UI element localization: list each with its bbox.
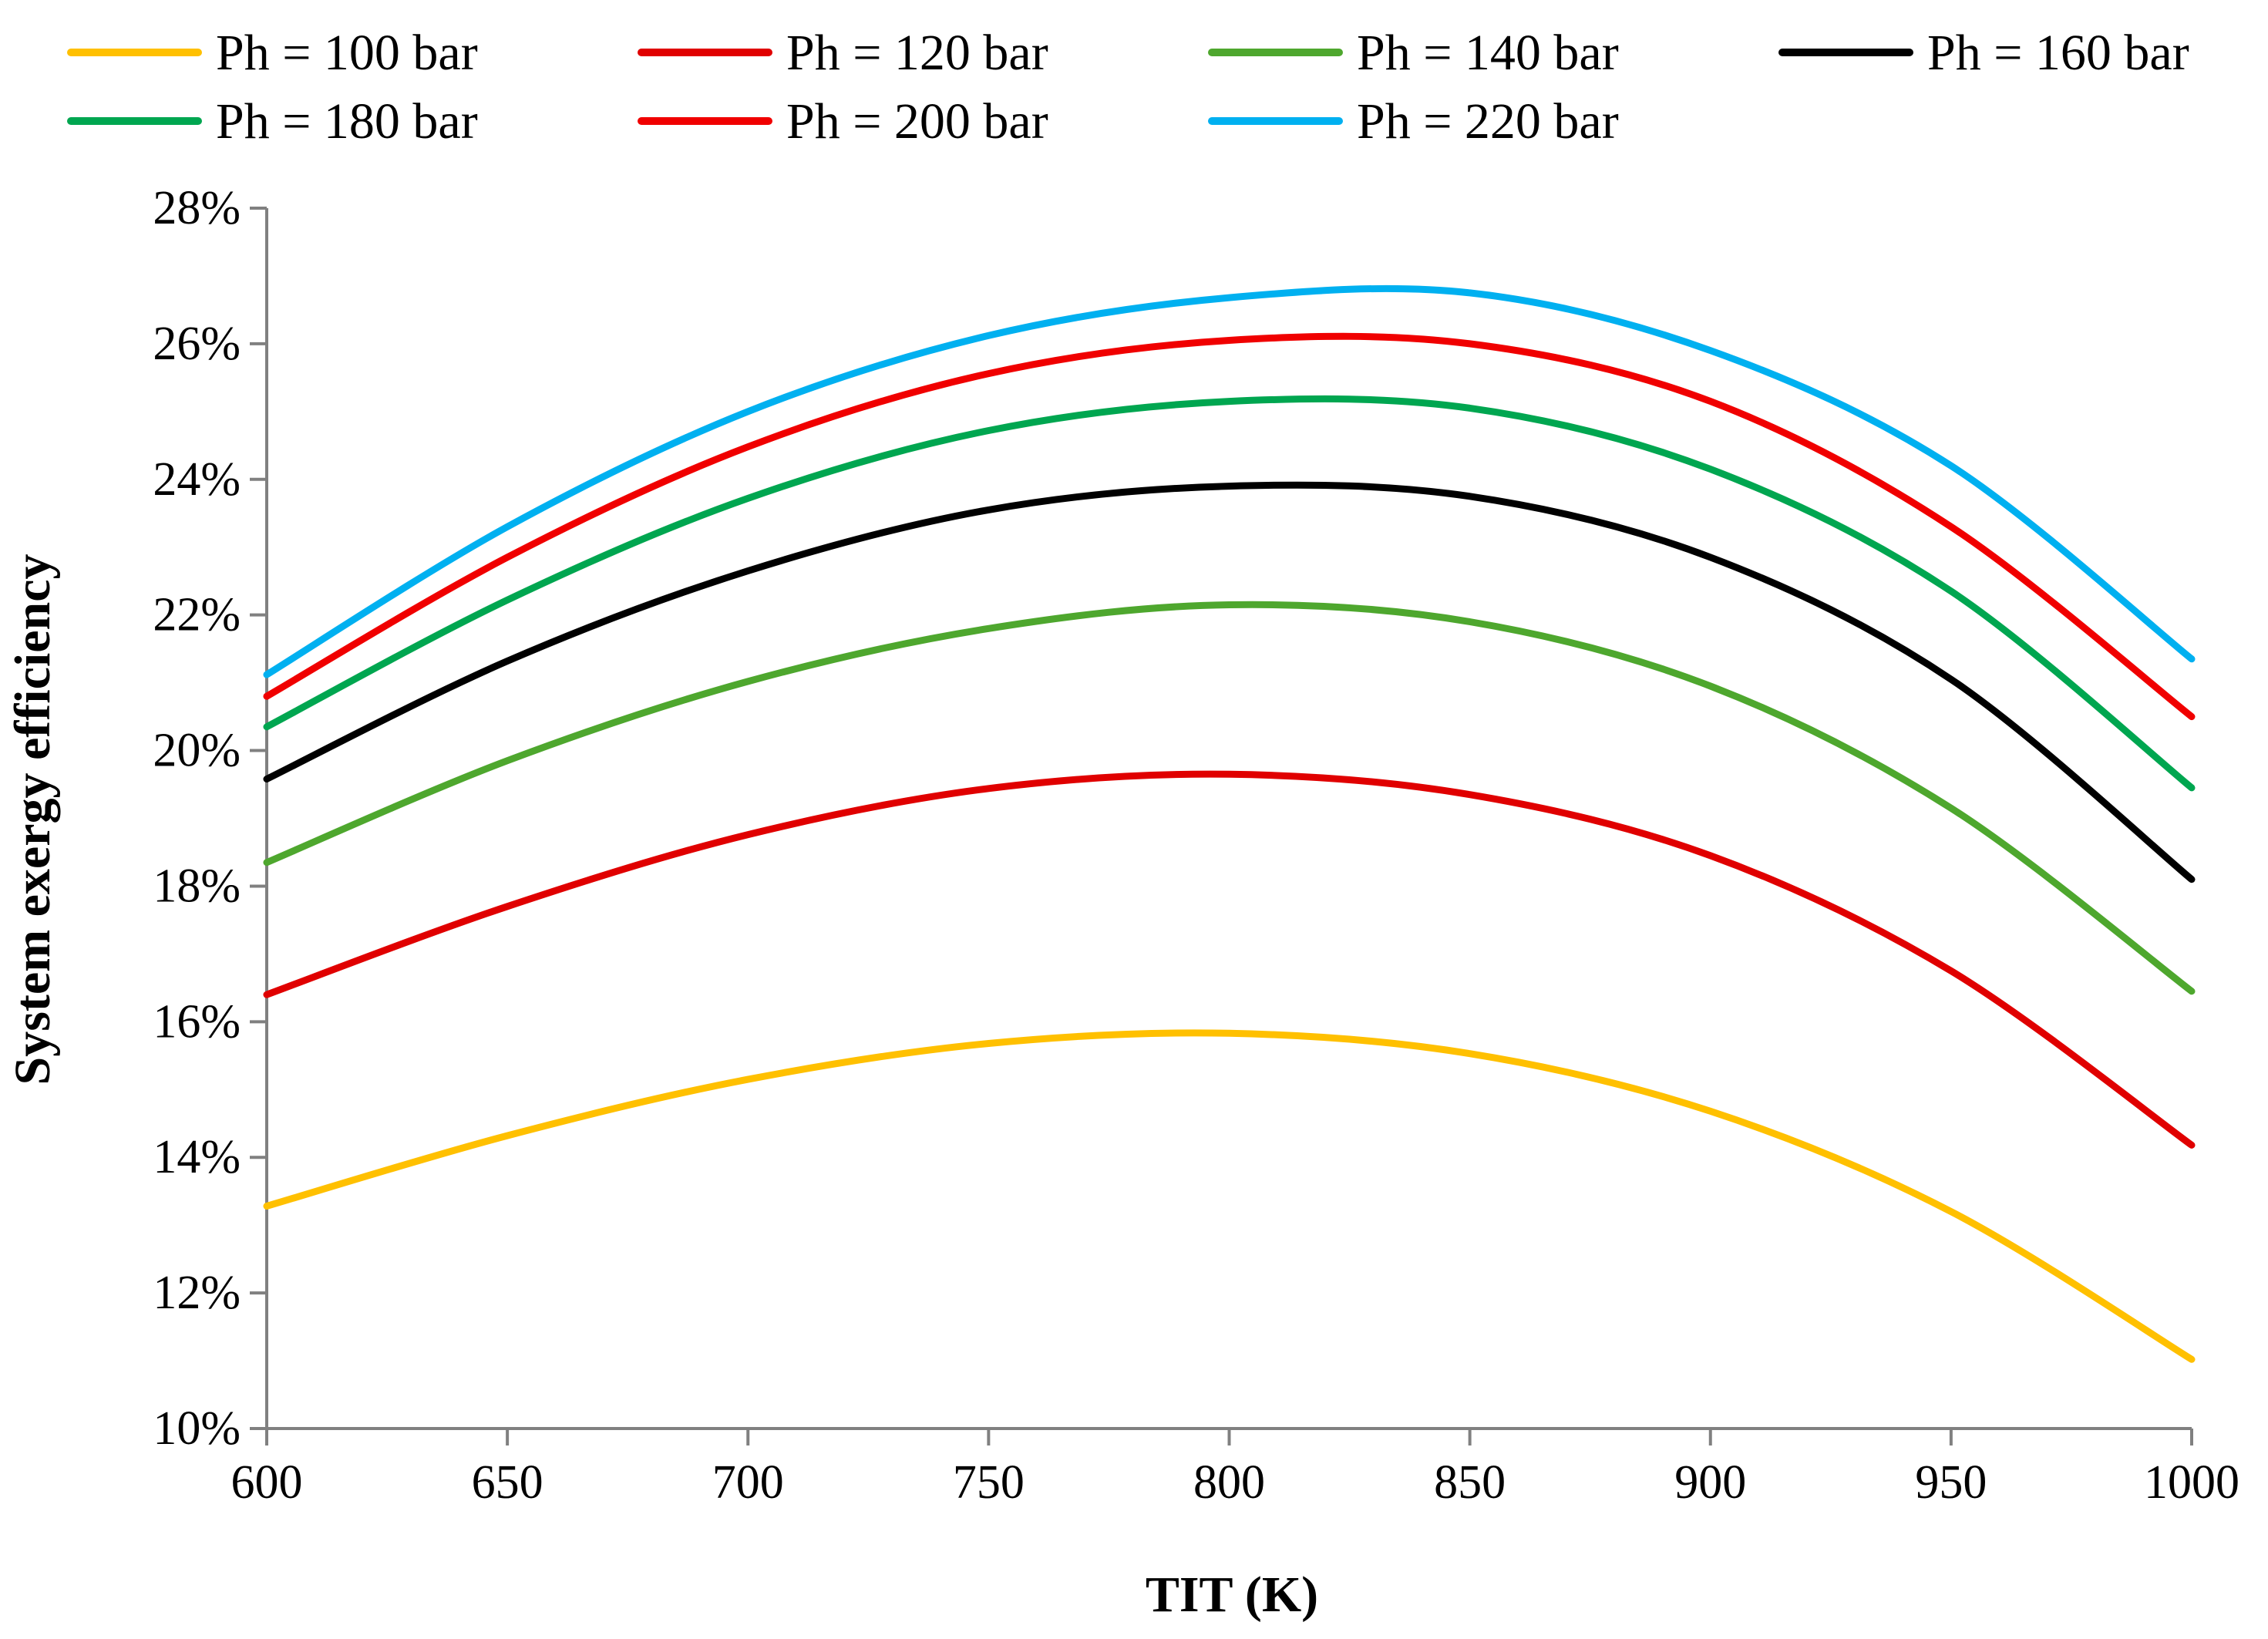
y-tick-label: 26% xyxy=(153,318,241,370)
y-tick-label: 14% xyxy=(153,1131,241,1183)
axes: 10% 12% 14% 16% 18% 20% 22% 24% 26% 28% 600 650 700 7… xyxy=(153,182,2239,1509)
series-line-3 xyxy=(263,601,2196,995)
y-tick-label: 12% xyxy=(153,1267,241,1319)
series-line-1 xyxy=(263,1029,2196,1363)
y-tick-label: 22% xyxy=(153,589,241,641)
series-line-5 xyxy=(263,395,2196,792)
legend-label-1: Ph = 100 bar xyxy=(216,25,478,81)
x-tick-label: 750 xyxy=(953,1456,1025,1509)
series-line-7 xyxy=(263,284,2196,678)
y-tick-label: 20% xyxy=(153,725,241,777)
legend-label-5: Ph = 180 bar xyxy=(216,93,478,150)
y-tick-label: 18% xyxy=(153,860,241,912)
series-layer xyxy=(263,284,2196,1363)
legend-label-2: Ph = 120 bar xyxy=(786,25,1048,81)
legend-label-6: Ph = 200 bar xyxy=(786,93,1048,150)
series-line-4 xyxy=(263,481,2196,883)
series-line-6 xyxy=(263,332,2196,721)
x-tick-label: 850 xyxy=(1434,1456,1506,1509)
x-tick-label: 600 xyxy=(231,1456,303,1509)
y-tick-label: 10% xyxy=(153,1402,241,1455)
x-axis-title: TIT (K) xyxy=(1146,1567,1318,1623)
series-line-2 xyxy=(263,770,2196,1149)
x-tick-label: 650 xyxy=(472,1456,543,1509)
x-tick-label: 950 xyxy=(1915,1456,1987,1509)
x-tick-label: 900 xyxy=(1674,1456,1746,1509)
legend: Ph = 100 bar Ph = 120 bar Ph = 140 bar Ph =… xyxy=(67,25,2189,150)
x-tick-label: 800 xyxy=(1193,1456,1265,1509)
y-tick-label: 24% xyxy=(153,453,241,506)
y-tick-label: 28% xyxy=(153,182,241,234)
legend-label-4: Ph = 160 bar xyxy=(1927,25,2189,81)
y-tick-label: 16% xyxy=(153,995,241,1048)
x-tick-label: 1000 xyxy=(2144,1456,2239,1509)
legend-label-3: Ph = 140 bar xyxy=(1357,25,1619,81)
x-tick-label: 700 xyxy=(712,1456,784,1509)
y-axis-title: System exergy efficiency xyxy=(5,554,61,1085)
legend-label-7: Ph = 220 bar xyxy=(1357,93,1619,150)
